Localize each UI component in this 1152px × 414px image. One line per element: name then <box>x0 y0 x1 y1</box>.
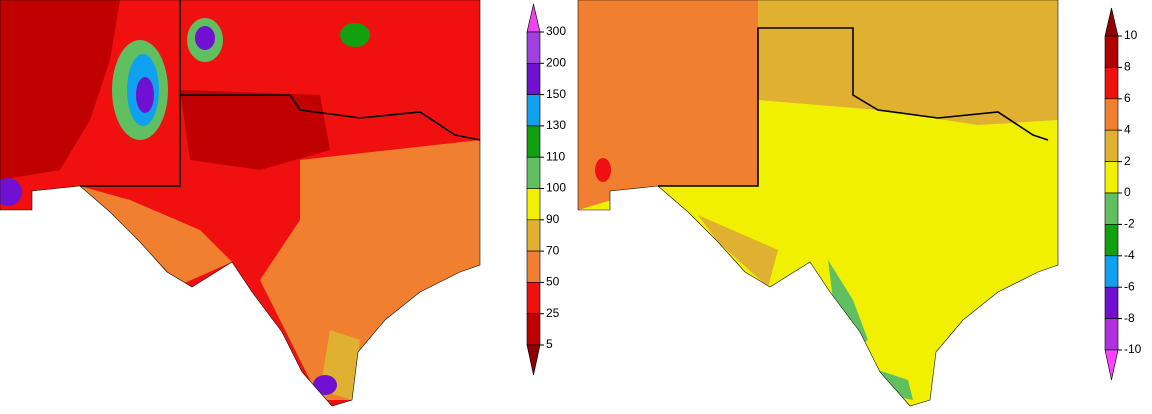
colorbar-segment <box>1104 98 1119 131</box>
colorbar-label: 4 <box>1124 122 1131 136</box>
colorbar-arrow <box>526 3 541 33</box>
map-fill <box>0 178 22 206</box>
map-fill <box>698 215 778 287</box>
map-fill <box>80 186 232 285</box>
colorbar-segment <box>1104 224 1119 257</box>
colorbar-label: 100 <box>546 181 566 195</box>
colorbar-label: 6 <box>1124 91 1131 105</box>
colorbar-segment <box>1104 129 1119 162</box>
map-fill <box>313 375 337 395</box>
state-border <box>658 27 1049 187</box>
colorbar-label: -4 <box>1124 248 1135 262</box>
colorbar-label: 25 <box>546 306 560 320</box>
colorbar-label: -2 <box>1124 217 1135 231</box>
map-fill <box>828 260 868 350</box>
colorbar-arrow <box>1104 7 1119 37</box>
colorbar-label: 8 <box>1124 60 1131 74</box>
colorbar-label: 110 <box>546 149 565 163</box>
colorbar-label: 70 <box>546 243 560 257</box>
colorbar-segment <box>1104 286 1119 319</box>
map-fill <box>878 370 913 400</box>
colorbar-segment <box>1104 161 1119 194</box>
map-fill <box>136 77 154 113</box>
colorbar-segment <box>526 188 541 221</box>
colorbar-arrow <box>526 344 541 376</box>
map-fill <box>758 0 1058 100</box>
colorbar-label: 300 <box>546 24 566 38</box>
map-fill <box>260 140 480 400</box>
state-border <box>80 0 481 187</box>
legends: 300 200 150 130 110 100 90 70 50 25 5 10 8 6 4 2 0 -2 -4 -6… <box>526 3 1142 381</box>
colorbar-segment <box>1104 318 1119 351</box>
colorbar-segment <box>526 31 541 64</box>
colorbar-segment <box>1104 192 1119 225</box>
map-fill <box>340 23 370 47</box>
colorbar-label: 150 <box>546 87 566 101</box>
colorbar-segment <box>526 62 541 95</box>
map-right <box>577 0 1059 407</box>
colorbar-label: 2 <box>1124 154 1131 168</box>
colorbar-label: 50 <box>546 275 560 289</box>
colorbar-segment <box>526 125 541 158</box>
map-fill <box>578 0 758 210</box>
colorbar-label: 200 <box>546 55 566 69</box>
colorbar-segment <box>1104 67 1119 100</box>
map-fill <box>195 26 215 50</box>
colorbar-segment <box>526 156 541 189</box>
colorbar-segment <box>526 250 541 283</box>
map-fill <box>0 0 120 180</box>
colorbar-label: 10 <box>1124 28 1138 42</box>
colorbar-segment <box>526 219 541 252</box>
colorbar-segment <box>526 313 541 346</box>
colorbar-label: 90 <box>546 212 560 226</box>
map-fill <box>595 158 611 182</box>
colorbar-label: -8 <box>1124 311 1135 325</box>
colorbar-segment <box>526 282 541 314</box>
colorbar-label: 130 <box>546 118 566 132</box>
colorbar-label: -6 <box>1124 279 1135 293</box>
colorbar-segment <box>1104 255 1119 288</box>
colorbar-segment <box>526 94 541 127</box>
colorbar-label: 5 <box>546 337 553 351</box>
map-left <box>0 0 481 407</box>
colorbar-label: -10 <box>1124 342 1142 356</box>
map-outline <box>0 0 481 407</box>
colorbar-arrow <box>1104 349 1119 381</box>
map-outline <box>577 0 1059 407</box>
map-fill <box>180 90 330 170</box>
colorbar-segment <box>1104 35 1119 68</box>
colorbar-label: 0 <box>1124 185 1131 199</box>
